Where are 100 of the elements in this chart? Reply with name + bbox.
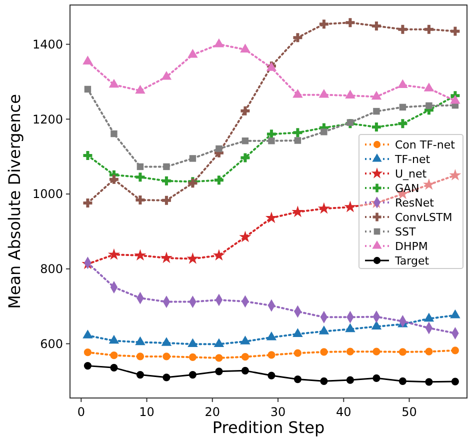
point (83, 150, 92, 160)
point (188, 338, 198, 348)
point (424, 312, 434, 322)
point (240, 336, 250, 344)
y-tick-label: 1200 (32, 112, 63, 126)
point (318, 88, 330, 98)
point (161, 337, 172, 346)
y-tick-label: 1000 (32, 187, 63, 202)
legend-label: SST (395, 225, 416, 238)
point (451, 346, 459, 354)
point (450, 26, 460, 36)
point (345, 90, 356, 99)
point (136, 163, 144, 170)
point (162, 176, 171, 186)
point (294, 376, 302, 384)
point (84, 348, 92, 356)
legend-label: DHPM (395, 240, 428, 253)
point (160, 252, 172, 264)
x-tick-label: 0 (77, 405, 85, 419)
x-tick-label: 30 (270, 405, 286, 419)
point (293, 128, 302, 138)
y-tick-label: 600 (40, 336, 63, 351)
point (189, 155, 196, 162)
point (344, 200, 356, 212)
point (371, 320, 382, 330)
legend-label: Con TF-net (395, 138, 456, 152)
point (216, 145, 222, 152)
y-tick-label: 800 (40, 262, 63, 276)
point (398, 24, 408, 34)
point (110, 352, 118, 360)
x-tick-label: 40 (336, 405, 352, 419)
point (214, 38, 224, 48)
point (83, 198, 92, 208)
point (163, 163, 170, 170)
point (108, 334, 120, 344)
x-axis-title: Predition Step (212, 418, 325, 437)
point (241, 353, 249, 361)
point (320, 377, 328, 385)
point (186, 252, 199, 264)
point (319, 20, 328, 29)
legend-label: Target (394, 254, 430, 268)
point (108, 78, 120, 88)
point (134, 249, 146, 261)
point (292, 206, 304, 218)
point (188, 353, 196, 361)
point (110, 364, 118, 372)
point (398, 377, 406, 385)
point (292, 328, 303, 337)
point (188, 48, 198, 58)
point (398, 348, 406, 356)
point (136, 172, 145, 182)
point (294, 349, 302, 357)
legend-label: GAN (395, 182, 420, 195)
point (320, 128, 328, 136)
point (398, 119, 408, 128)
point (373, 108, 380, 115)
point (162, 374, 170, 382)
point (320, 348, 328, 356)
point (188, 371, 196, 379)
point (240, 44, 250, 52)
point (84, 362, 92, 370)
point (346, 18, 355, 28)
point (241, 366, 249, 374)
point (214, 338, 224, 348)
point (346, 376, 354, 384)
point (268, 351, 276, 359)
point (399, 104, 406, 111)
point (318, 325, 330, 334)
point (162, 196, 171, 205)
point (294, 137, 302, 144)
point (266, 331, 277, 340)
point (214, 176, 224, 185)
point (450, 94, 460, 104)
x-tick-label: 20 (204, 405, 220, 419)
point (162, 352, 170, 360)
point (268, 138, 275, 144)
point (82, 330, 93, 338)
point (424, 24, 434, 34)
point (398, 79, 408, 88)
point (424, 82, 434, 92)
point (240, 153, 250, 162)
point (268, 372, 276, 380)
y-axis-title: Mean Absolute Divergence (5, 94, 24, 309)
point (372, 374, 380, 382)
x-tick-label: 50 (402, 405, 417, 419)
point (426, 102, 432, 110)
point (372, 348, 380, 356)
point (108, 248, 120, 260)
point (345, 323, 356, 332)
point (370, 196, 382, 208)
legend-label: ConvLSTM (395, 210, 452, 224)
point (84, 86, 92, 93)
point (425, 348, 433, 356)
y-tick-label: 1400 (32, 38, 63, 52)
point (82, 56, 93, 64)
point (372, 122, 381, 132)
point (212, 249, 225, 261)
point (240, 106, 250, 116)
point (135, 336, 146, 346)
point (451, 378, 459, 386)
